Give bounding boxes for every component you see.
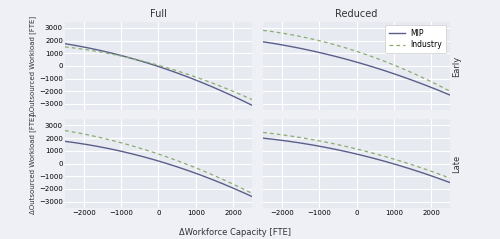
Title: Reduced: Reduced (336, 9, 378, 19)
Text: ΔWorkforce Capacity [FTE]: ΔWorkforce Capacity [FTE] (179, 228, 291, 237)
Text: Late: Late (452, 154, 461, 173)
Title: Full: Full (150, 9, 167, 19)
Legend: MIP, Industry: MIP, Industry (386, 25, 446, 53)
Text: Early: Early (452, 55, 461, 76)
Y-axis label: ΔOutsourced Workload [FTE]: ΔOutsourced Workload [FTE] (30, 114, 36, 214)
Y-axis label: ΔOutsourced Workload [FTE]: ΔOutsourced Workload [FTE] (30, 16, 36, 116)
